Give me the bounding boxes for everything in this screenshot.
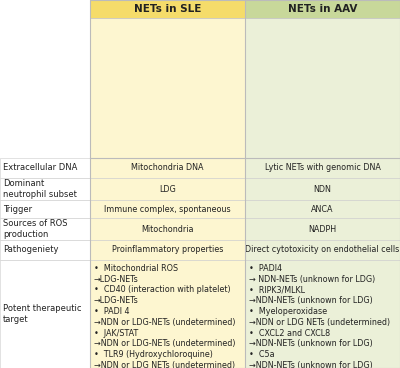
Bar [245, 178, 400, 200]
Text: LDG: LDG [159, 184, 176, 194]
Text: Lytic NETs with genomic DNA: Lytic NETs with genomic DNA [264, 163, 380, 173]
Bar [0, 158, 90, 178]
Bar [0, 218, 90, 240]
Bar [90, 0, 245, 18]
Text: Proinflammatory properties: Proinflammatory properties [112, 245, 223, 255]
Bar [90, 0, 400, 368]
Bar [245, 218, 400, 240]
Bar [245, 0, 400, 18]
Text: Mitochondria DNA: Mitochondria DNA [131, 163, 204, 173]
Bar [0, 260, 90, 368]
Bar [245, 240, 400, 260]
Text: Extracellular DNA: Extracellular DNA [3, 163, 77, 173]
Text: •  Mitochondrial ROS
→LDG-NETs
•  CD40 (interaction with platelet)
→LDG-NETs
•  : • Mitochondrial ROS →LDG-NETs • CD40 (in… [94, 264, 236, 368]
Bar [0, 178, 90, 200]
Text: Dominant
neutrophil subset: Dominant neutrophil subset [3, 179, 77, 199]
Bar [90, 178, 245, 200]
Text: NETs in SLE: NETs in SLE [134, 4, 201, 14]
Text: Mitochondria: Mitochondria [141, 224, 194, 234]
Text: NDN: NDN [314, 184, 332, 194]
Text: Trigger: Trigger [3, 205, 32, 213]
Text: Potent therapeutic
target: Potent therapeutic target [3, 304, 82, 324]
Bar [0, 18, 90, 158]
Text: Immune complex, spontaneous: Immune complex, spontaneous [104, 205, 231, 213]
Bar [245, 18, 400, 158]
Bar [0, 240, 90, 260]
Bar [245, 260, 400, 368]
Bar [90, 18, 245, 158]
Text: •  PADI4
→ NDN-NETs (unknown for LDG)
•  RIPK3/MLKL
→NDN-NETs (unknown for LDG)
: • PADI4 → NDN-NETs (unknown for LDG) • R… [249, 264, 390, 368]
Bar [90, 200, 245, 218]
Text: Direct cytotoxicity on endothelial cells: Direct cytotoxicity on endothelial cells [245, 245, 400, 255]
Bar [90, 240, 245, 260]
Text: Pathogeniety: Pathogeniety [3, 245, 58, 255]
Text: NETs in AAV: NETs in AAV [288, 4, 357, 14]
Text: NADPH: NADPH [308, 224, 336, 234]
Bar [245, 158, 400, 178]
Bar [90, 158, 245, 178]
Bar [245, 200, 400, 218]
Bar [0, 200, 90, 218]
Bar [90, 260, 245, 368]
Text: ANCA: ANCA [311, 205, 334, 213]
Text: Sources of ROS
production: Sources of ROS production [3, 219, 68, 239]
Bar [90, 218, 245, 240]
